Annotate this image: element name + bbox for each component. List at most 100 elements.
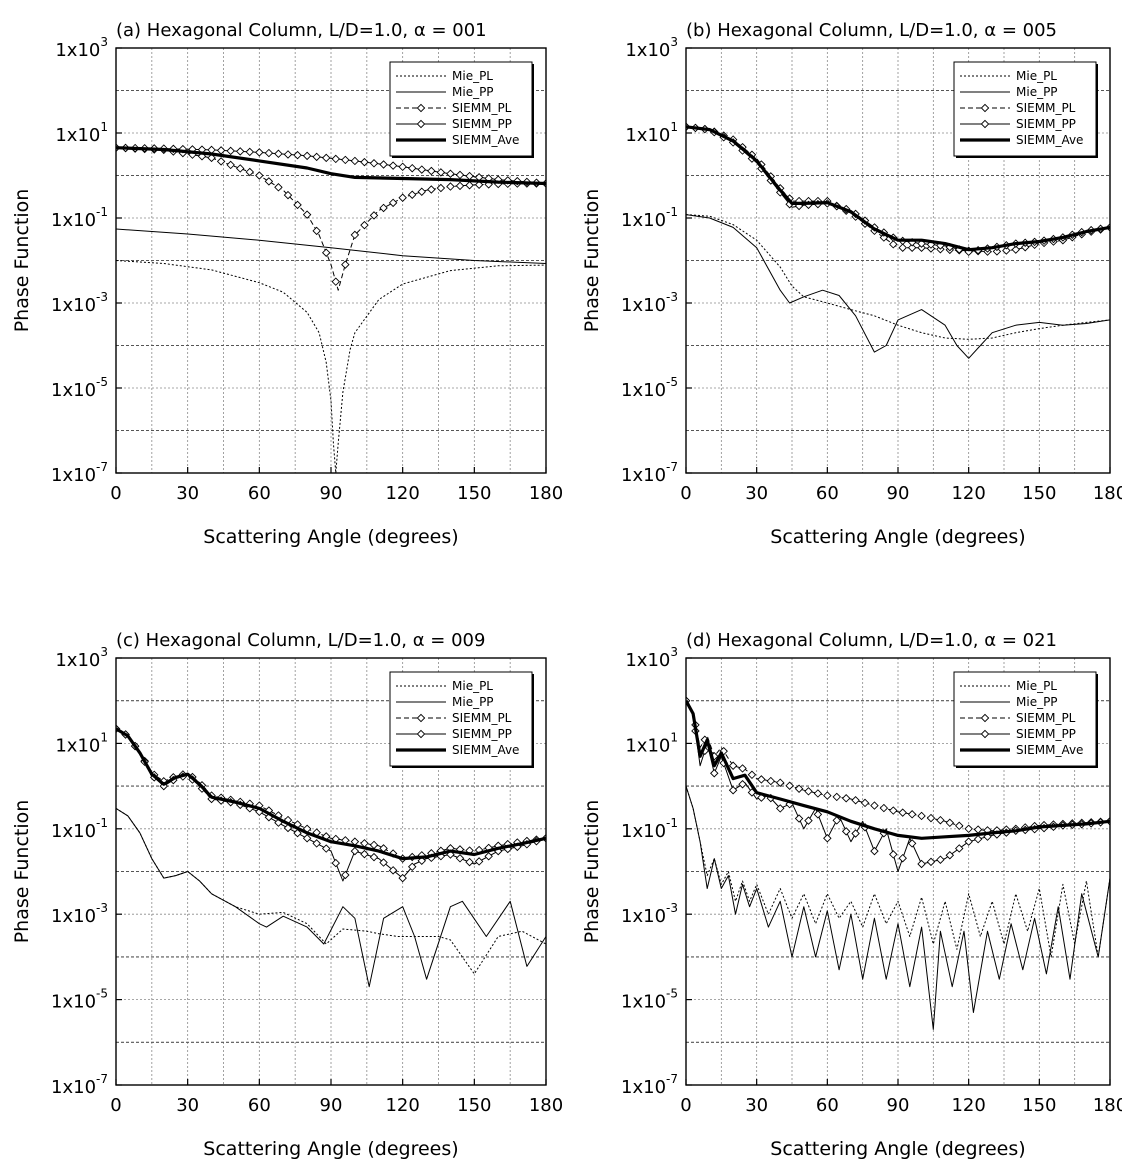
series-marker-SIEMM_PP — [226, 146, 235, 156]
series-marker-SIEMM_PP — [936, 855, 945, 864]
legend-label: Mie_PL — [452, 69, 493, 83]
y-tick-label: 1x103 — [55, 645, 108, 671]
y-tick-label: 1x101 — [625, 730, 678, 756]
legend-label: SIEMM_Ave — [452, 133, 519, 147]
series-marker-SIEMM_PL — [350, 230, 360, 240]
series-marker-SIEMM_PP — [350, 156, 360, 166]
x-tick-label: 0 — [110, 483, 121, 504]
series-marker-SIEMM_PP — [804, 816, 813, 825]
x-tick-label: 120 — [951, 483, 985, 504]
x-tick-label: 60 — [816, 1095, 839, 1116]
legend-label: Mie_PP — [452, 695, 494, 709]
series-marker-SIEMM_PL — [274, 183, 283, 192]
panel-b: (b) Hexagonal Column, L/D=1.0, α = 005 0 3… — [581, 20, 1122, 548]
series-marker-SIEMM_PL — [889, 240, 898, 249]
series-marker-SIEMM_PP — [465, 857, 474, 867]
series-marker-SIEMM_PL — [465, 181, 474, 190]
y-tick-label: 1x10-5 — [621, 987, 678, 1013]
x-axis-label: Scattering Angle (degrees) — [770, 526, 1025, 548]
series-marker-SIEMM_PL — [474, 180, 484, 189]
series-marker-SIEMM_PP — [455, 170, 465, 180]
series-marker-SIEMM_PL — [879, 803, 889, 813]
y-tick-label: 1x10-3 — [621, 901, 678, 927]
series-marker-SIEMM_PL — [907, 810, 917, 819]
legend-marker-SIEMM_PL — [980, 713, 990, 723]
series-marker-SIEMM_PL — [293, 200, 302, 210]
y-tick-label: 1x10-7 — [51, 460, 108, 486]
series-line-Mie_PP — [686, 214, 1110, 359]
series-marker-SIEMM_PL — [226, 160, 235, 170]
chart-title: (a) Hexagonal Column, L/D=1.0, α = 001 — [116, 20, 487, 41]
x-tick-label: 0 — [680, 483, 691, 504]
legend-label: SIEMM_PL — [1016, 101, 1076, 115]
series-marker-SIEMM_PL — [917, 811, 926, 821]
x-axis-label: Scattering Angle (degrees) — [770, 1138, 1025, 1160]
series-marker-SIEMM_PL — [766, 776, 776, 786]
series-line-Mie_PP — [116, 228, 546, 264]
chart-title: (c) Hexagonal Column, L/D=1.0, α = 009 — [116, 630, 485, 651]
legend-label: SIEMM_PL — [1016, 711, 1076, 725]
series-marker-SIEMM_PL — [945, 818, 955, 828]
legend-label: SIEMM_Ave — [452, 743, 519, 757]
legend-label: Mie_PP — [452, 85, 494, 99]
series-marker-SIEMM_PP — [436, 168, 446, 177]
y-axis-label: Phase Function — [11, 189, 33, 333]
x-tick-label: 120 — [385, 483, 419, 504]
y-axis-label: Phase Function — [11, 800, 33, 944]
y-tick-label: 1x103 — [625, 35, 678, 61]
series-marker-SIEMM_PL — [312, 226, 321, 236]
series-marker-SIEMM_PP — [369, 159, 379, 168]
x-tick-label: 180 — [529, 483, 563, 504]
x-tick-label: 0 — [110, 1095, 121, 1116]
y-tick-label: 1x10-5 — [51, 987, 108, 1013]
series-line-SIEMM_Ave — [116, 727, 546, 861]
legend-marker-SIEMM_PL — [416, 713, 426, 723]
x-tick-label: 90 — [320, 1095, 343, 1116]
series-marker-SIEMM_PL — [955, 821, 964, 831]
series-marker-SIEMM_PL — [283, 190, 293, 200]
plot-area — [116, 724, 546, 988]
y-tick-label: 1x10-1 — [51, 816, 108, 842]
legend-label: SIEMM_PP — [1016, 727, 1076, 741]
y-tick-label: 1x10-1 — [621, 205, 678, 231]
panel-a: (a) Hexagonal Column, L/D=1.0, α = 001 0 3… — [11, 20, 563, 548]
y-tick-label: 1x10-7 — [51, 1072, 108, 1098]
series-marker-SIEMM_PP — [889, 850, 898, 859]
series-marker-SIEMM_PP — [274, 149, 283, 159]
series-marker-SIEMM_PP — [973, 834, 983, 844]
x-tick-label: 150 — [1022, 483, 1056, 504]
series-marker-SIEMM_PL — [926, 813, 936, 823]
x-tick-label: 180 — [529, 1095, 563, 1116]
series-marker-SIEMM_PL — [841, 794, 851, 803]
series-line-Mie_PP — [686, 785, 1110, 1030]
x-tick-label: 120 — [951, 1095, 985, 1116]
series-marker-SIEMM_PL — [813, 789, 823, 798]
series-marker-SIEMM_PL — [1002, 246, 1011, 255]
series-marker-SIEMM_PP — [369, 852, 379, 862]
series-marker-SIEMM_PP — [360, 157, 369, 167]
series-marker-SIEMM_PL — [785, 781, 794, 790]
legend-label: SIEMM_Ave — [1016, 743, 1083, 757]
series-line-Mie_PL — [116, 260, 546, 473]
y-tick-label: 1x10-5 — [51, 375, 108, 401]
legend: Mie_PL Mie_PP SIEMM_PL SIEMM_PP SIEMM_Ave — [389, 671, 534, 768]
plot-frame — [115, 657, 547, 1086]
legend-label: SIEMM_PP — [1016, 117, 1076, 131]
series-marker-SIEMM_PP — [945, 851, 955, 860]
y-tick-label: 1x10-1 — [621, 816, 678, 842]
series-marker-SIEMM_PP — [427, 166, 436, 176]
series-marker-SIEMM_PP — [465, 171, 474, 181]
y-tick-label: 1x103 — [625, 645, 678, 671]
series-marker-SIEMM_PP — [293, 828, 302, 838]
series-marker-SIEMM_PL — [417, 187, 427, 196]
series-marker-SIEMM_PL — [255, 171, 264, 180]
x-tick-label: 30 — [745, 1095, 768, 1116]
series-marker-SIEMM_PL — [823, 791, 832, 800]
series-marker-SIEMM_PL — [398, 193, 407, 202]
series-marker-SIEMM_PL — [369, 211, 379, 220]
series-marker-SIEMM_PL — [860, 798, 870, 808]
series-marker-SIEMM_PL — [407, 190, 417, 199]
y-axis-label: Phase Function — [581, 800, 603, 944]
series-line-Mie_PL — [686, 785, 1110, 958]
chart-title: (b) Hexagonal Column, L/D=1.0, α = 005 — [686, 20, 1057, 41]
